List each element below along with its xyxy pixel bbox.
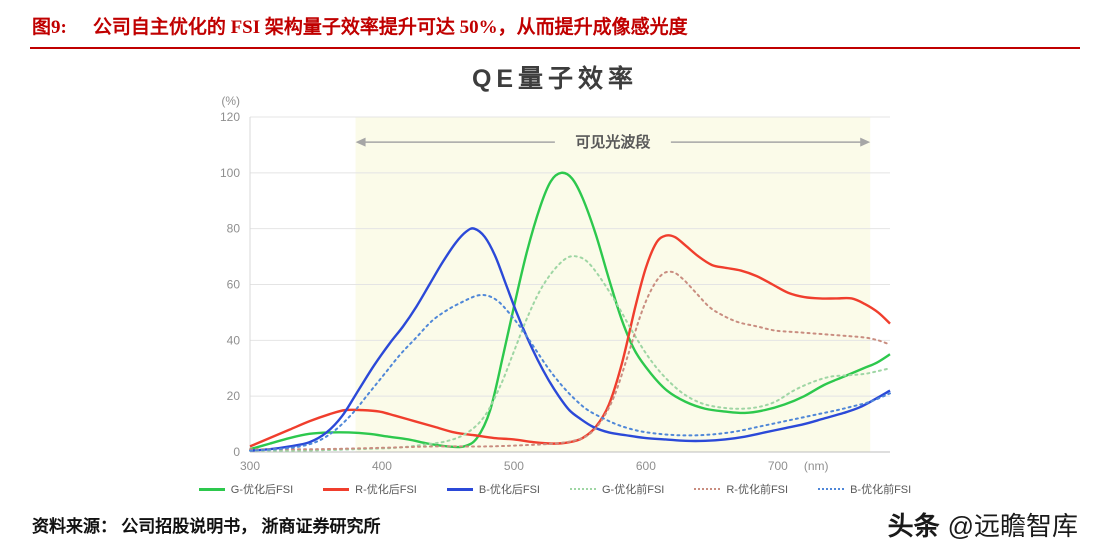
figure-header: 图9: 公司自主优化的 FSI 架构量子效率提升可达 50%，从而提升成像感光度 [30, 0, 1080, 49]
legend-label: R-优化后FSI [355, 484, 417, 496]
brand-name: 头条 [887, 510, 940, 541]
legend-line-icon [198, 487, 225, 491]
legend-item: G-优化前FSI [570, 481, 664, 497]
legend-line-icon [570, 488, 596, 490]
y-tick-label: 20 [227, 389, 241, 403]
series-line-R-优化后FSI [249, 234, 891, 448]
legend-item: G-优化后FSI [198, 481, 294, 497]
x-tick-label: 700 [768, 459, 788, 473]
y-tick-label: 100 [220, 166, 240, 180]
legend-line-icon [323, 487, 350, 491]
series-line-B-优化前FSI [249, 293, 891, 452]
legend-label: R-优化前FSI [726, 484, 789, 496]
y-tick-label: 0 [233, 445, 240, 459]
y-tick-label: 60 [227, 278, 241, 292]
figure-number: 图9: [32, 17, 67, 38]
footer: 资料来源： 公司招股说明书， 浙商证券研究所 头条 @远瞻智库 [0, 497, 1110, 551]
qe-plot: 0 20 40 60 80 100 120 (%) 300 400 500 600 700 (nm) 可见光… [220, 95, 891, 473]
legend-item: R-优化前FSI [694, 481, 788, 497]
legend-line-icon [694, 488, 721, 490]
legend-label: G-优化前FSI [602, 484, 665, 496]
band-label: 可见光波段 [575, 133, 650, 151]
x-tick-label: 400 [372, 459, 392, 473]
y-tick-label: 120 [220, 110, 240, 124]
watermark: 头条 @远瞻智库 [888, 506, 1078, 543]
figure-title: 公司自主优化的 FSI 架构量子效率提升可达 50%，从而提升成像感光度 [92, 17, 688, 38]
legend-item: B-优化后FSI [446, 481, 540, 497]
series-line-G-优化后FSI [249, 171, 891, 451]
x-tick-label: 600 [636, 459, 656, 473]
legend-label: G-优化后FSI [230, 484, 294, 496]
legend-item: R-优化后FSI [323, 481, 417, 497]
arrowhead-right-icon [860, 137, 871, 147]
legend-label: B-优化前FSI [850, 484, 912, 496]
y-tick-label: 40 [227, 333, 241, 347]
x-tick-label: 300 [240, 459, 260, 473]
source-note: 资料来源： 公司招股说明书， 浙商证券研究所 [32, 516, 381, 536]
brand-handle: @远瞻智库 [947, 510, 1078, 541]
legend-label: B-优化后FSI [478, 484, 540, 496]
chart-legend: G-优化后FSI R-优化后FSI B-优化后FSI G-优化前FSI R-优化前FSI… [0, 477, 1110, 501]
legend-item: B-优化前FSI [818, 481, 911, 497]
legend-line-icon [818, 488, 845, 490]
legend-line-icon [446, 487, 473, 491]
y-tick-label: 80 [227, 222, 241, 236]
series-line-B-优化后FSI [249, 227, 891, 452]
x-axis-unit: (nm) [804, 459, 829, 473]
chart-title: QE量子效率 [471, 65, 639, 93]
series-line-G-优化前FSI [249, 255, 891, 452]
chart-area: 0 20 40 60 80 100 120 (%) 300 400 500 600 700 (nm) 可见光… [0, 95, 1110, 475]
x-tick-label: 500 [504, 459, 524, 473]
arrowhead-left-icon [355, 137, 366, 147]
series-line-R-优化前FSI [249, 270, 891, 451]
y-axis-unit: (%) [221, 95, 240, 108]
